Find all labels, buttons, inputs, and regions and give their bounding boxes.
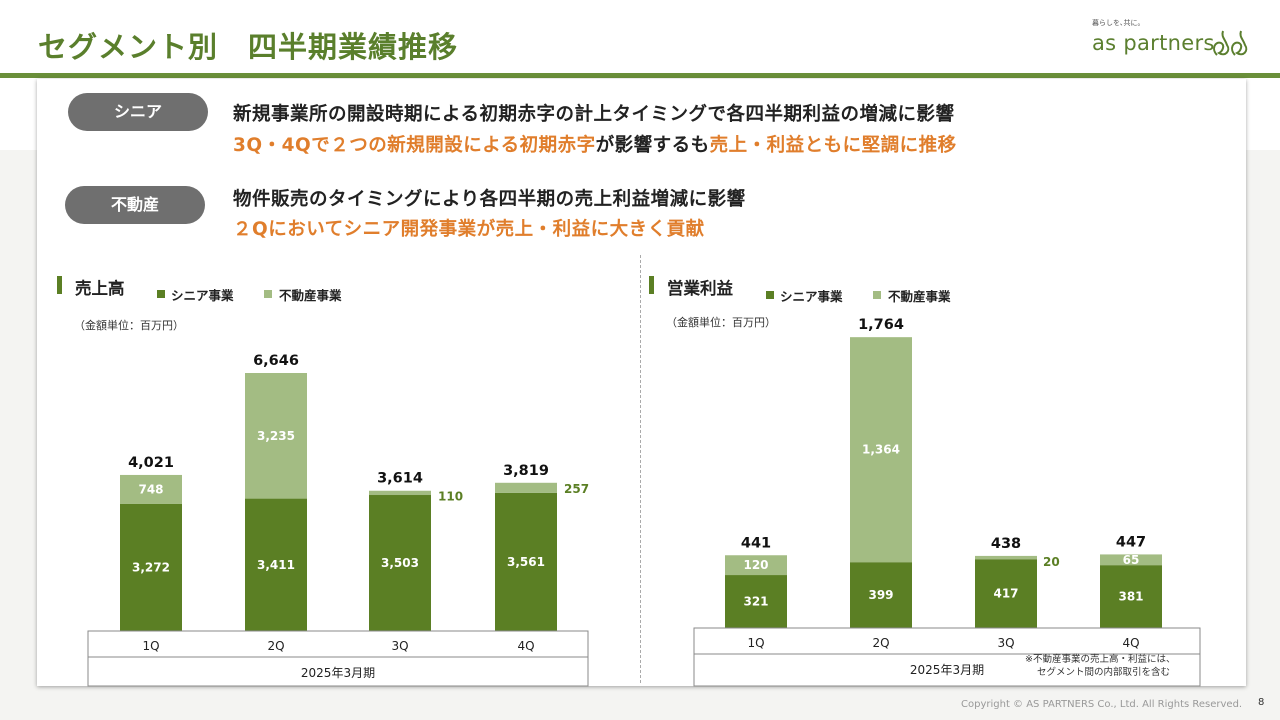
sales-title-bar [57,276,62,294]
senior-line2-black: が影響するも [595,135,710,156]
sales-label-senior-4Q: 3,561 [507,555,545,569]
profit-bar-realestate-3Q [975,555,1037,560]
sales-category-1Q: 1Q [142,639,159,653]
sales-bar-realestate-4Q [495,482,557,493]
sales-bar-realestate-3Q [369,490,431,496]
sales-bar-realestate-1Q [120,474,182,504]
profit-total-2Q: 1,764 [858,317,904,333]
chart-divider [640,255,641,683]
profit-bar-realestate-2Q [850,337,912,563]
profit-label-realestate-4Q: 65 [1123,553,1140,567]
content-card [37,79,1246,686]
senior-line1: 新規事業所の開設時期による初期赤字の計上タイミングで各四半期利益の増減に影響 [233,104,955,125]
sales-bar-realestate-2Q [245,373,307,499]
sales-legend-realestate-swatch [264,290,272,298]
profit-legend-realestate: 不動産事業 [888,289,951,304]
logo-name: as partners [1092,31,1215,55]
realestate-line1: 物件販売のタイミングにより各四半期の売上利益増減に影響 [233,189,746,210]
senior-line2-orange2: 売上・利益ともに堅調に推移 [709,135,957,156]
sales-label-realestate-1Q: 748 [138,482,163,496]
sales-period-label: 2025年3月期 [301,666,375,680]
profit-axis-box [693,627,1201,687]
profit-category-2Q: 2Q [872,636,889,650]
realestate-pill: 不動産 [65,186,205,224]
footnote-line2: セグメント間の内部取引を含む [1037,667,1171,678]
sales-category-4Q: 4Q [517,639,534,653]
sales-bar-senior-1Q [120,503,182,631]
profit-label-senior-4Q: 381 [1118,590,1143,604]
sales-label-realestate-2Q: 3,235 [257,429,295,443]
profit-category-1Q: 1Q [747,636,764,650]
profit-category-4Q: 4Q [1122,636,1139,650]
profit-label-realestate-1Q: 120 [743,558,768,572]
profit-label-realestate-2Q: 1,364 [862,443,900,457]
profit-chart-title: 営業利益 [667,279,733,298]
profit-bar-realestate-1Q [725,555,787,576]
profit-label-senior-1Q: 321 [743,595,768,609]
sales-axis-box [87,630,589,687]
profit-title-bar [649,276,654,294]
sales-total-1Q: 4,021 [128,455,174,471]
senior-pill: シニア [68,93,208,131]
sales-legend-senior-swatch [157,290,165,298]
footnote-line1: ※不動産事業の売上高・利益には、 [1025,654,1176,665]
sales-label-realestate-3Q: 110 [438,490,463,504]
page-title: セグメント別 四半期業績推移 [38,30,459,64]
profit-legend-senior: シニア事業 [780,289,843,304]
sales-legend-senior: シニア事業 [171,288,234,303]
sales-label-senior-3Q: 3,503 [381,556,419,570]
profit-legend-senior-swatch [766,291,774,299]
profit-bar-senior-2Q [850,562,912,628]
logo-tagline: 暮らしを､共に｡ [1092,19,1141,27]
senior-line2-orange1: 3Q・4Qで２つの新規開設による初期赤字 [233,135,596,156]
sales-total-3Q: 3,614 [377,471,423,487]
sales-legend-realestate: 不動産事業 [279,288,342,303]
page-number: 8 [1258,697,1265,708]
sales-label-realestate-4Q: 257 [564,482,589,496]
realestate-line2: ２Qにおいてシニア開発事業が売上・利益に大きく貢献 [233,219,705,240]
copyright: Copyright © AS PARTNERS Co., Ltd. All Ri… [961,699,1243,710]
sales-chart-title: 売上高 [75,279,125,298]
header-rule [0,73,1280,78]
profit-legend-realestate-swatch [873,291,881,299]
profit-bar-senior-4Q [1100,565,1162,628]
sales-bar-senior-2Q [245,498,307,631]
sales-unit-note: （金額単位：百万円） [74,319,184,332]
sales-label-senior-2Q: 3,411 [257,558,295,572]
profit-bar-senior-1Q [725,575,787,628]
profit-bar-realestate-4Q [1100,554,1162,566]
sales-bar-senior-3Q [369,495,431,631]
sales-category-3Q: 3Q [391,639,408,653]
sales-bar-senior-4Q [495,492,557,631]
senior-line2: 3Q・4Qで２つの新規開設による初期赤字が影響するも売上・利益ともに堅調に推移 [233,131,957,157]
profit-label-realestate-3Q: 20 [1043,555,1060,569]
sales-label-senior-1Q: 3,272 [132,560,170,574]
company-logo: 暮らしを､共に｡ as partners [1092,18,1252,63]
profit-label-senior-3Q: 417 [993,587,1018,601]
logo-mark-icon [1213,30,1248,56]
profit-total-4Q: 447 [1116,534,1146,550]
profit-total-3Q: 438 [991,536,1021,552]
profit-category-3Q: 3Q [997,636,1014,650]
profit-bar-senior-3Q [975,559,1037,628]
sales-total-2Q: 6,646 [253,353,299,369]
profit-period-label: 2025年3月期 [910,663,984,677]
sales-total-4Q: 3,819 [503,463,549,479]
sales-category-2Q: 2Q [267,639,284,653]
profit-label-senior-2Q: 399 [868,588,893,602]
profit-unit-note: （金額単位：百万円） [666,316,776,329]
profit-total-1Q: 441 [741,535,771,551]
